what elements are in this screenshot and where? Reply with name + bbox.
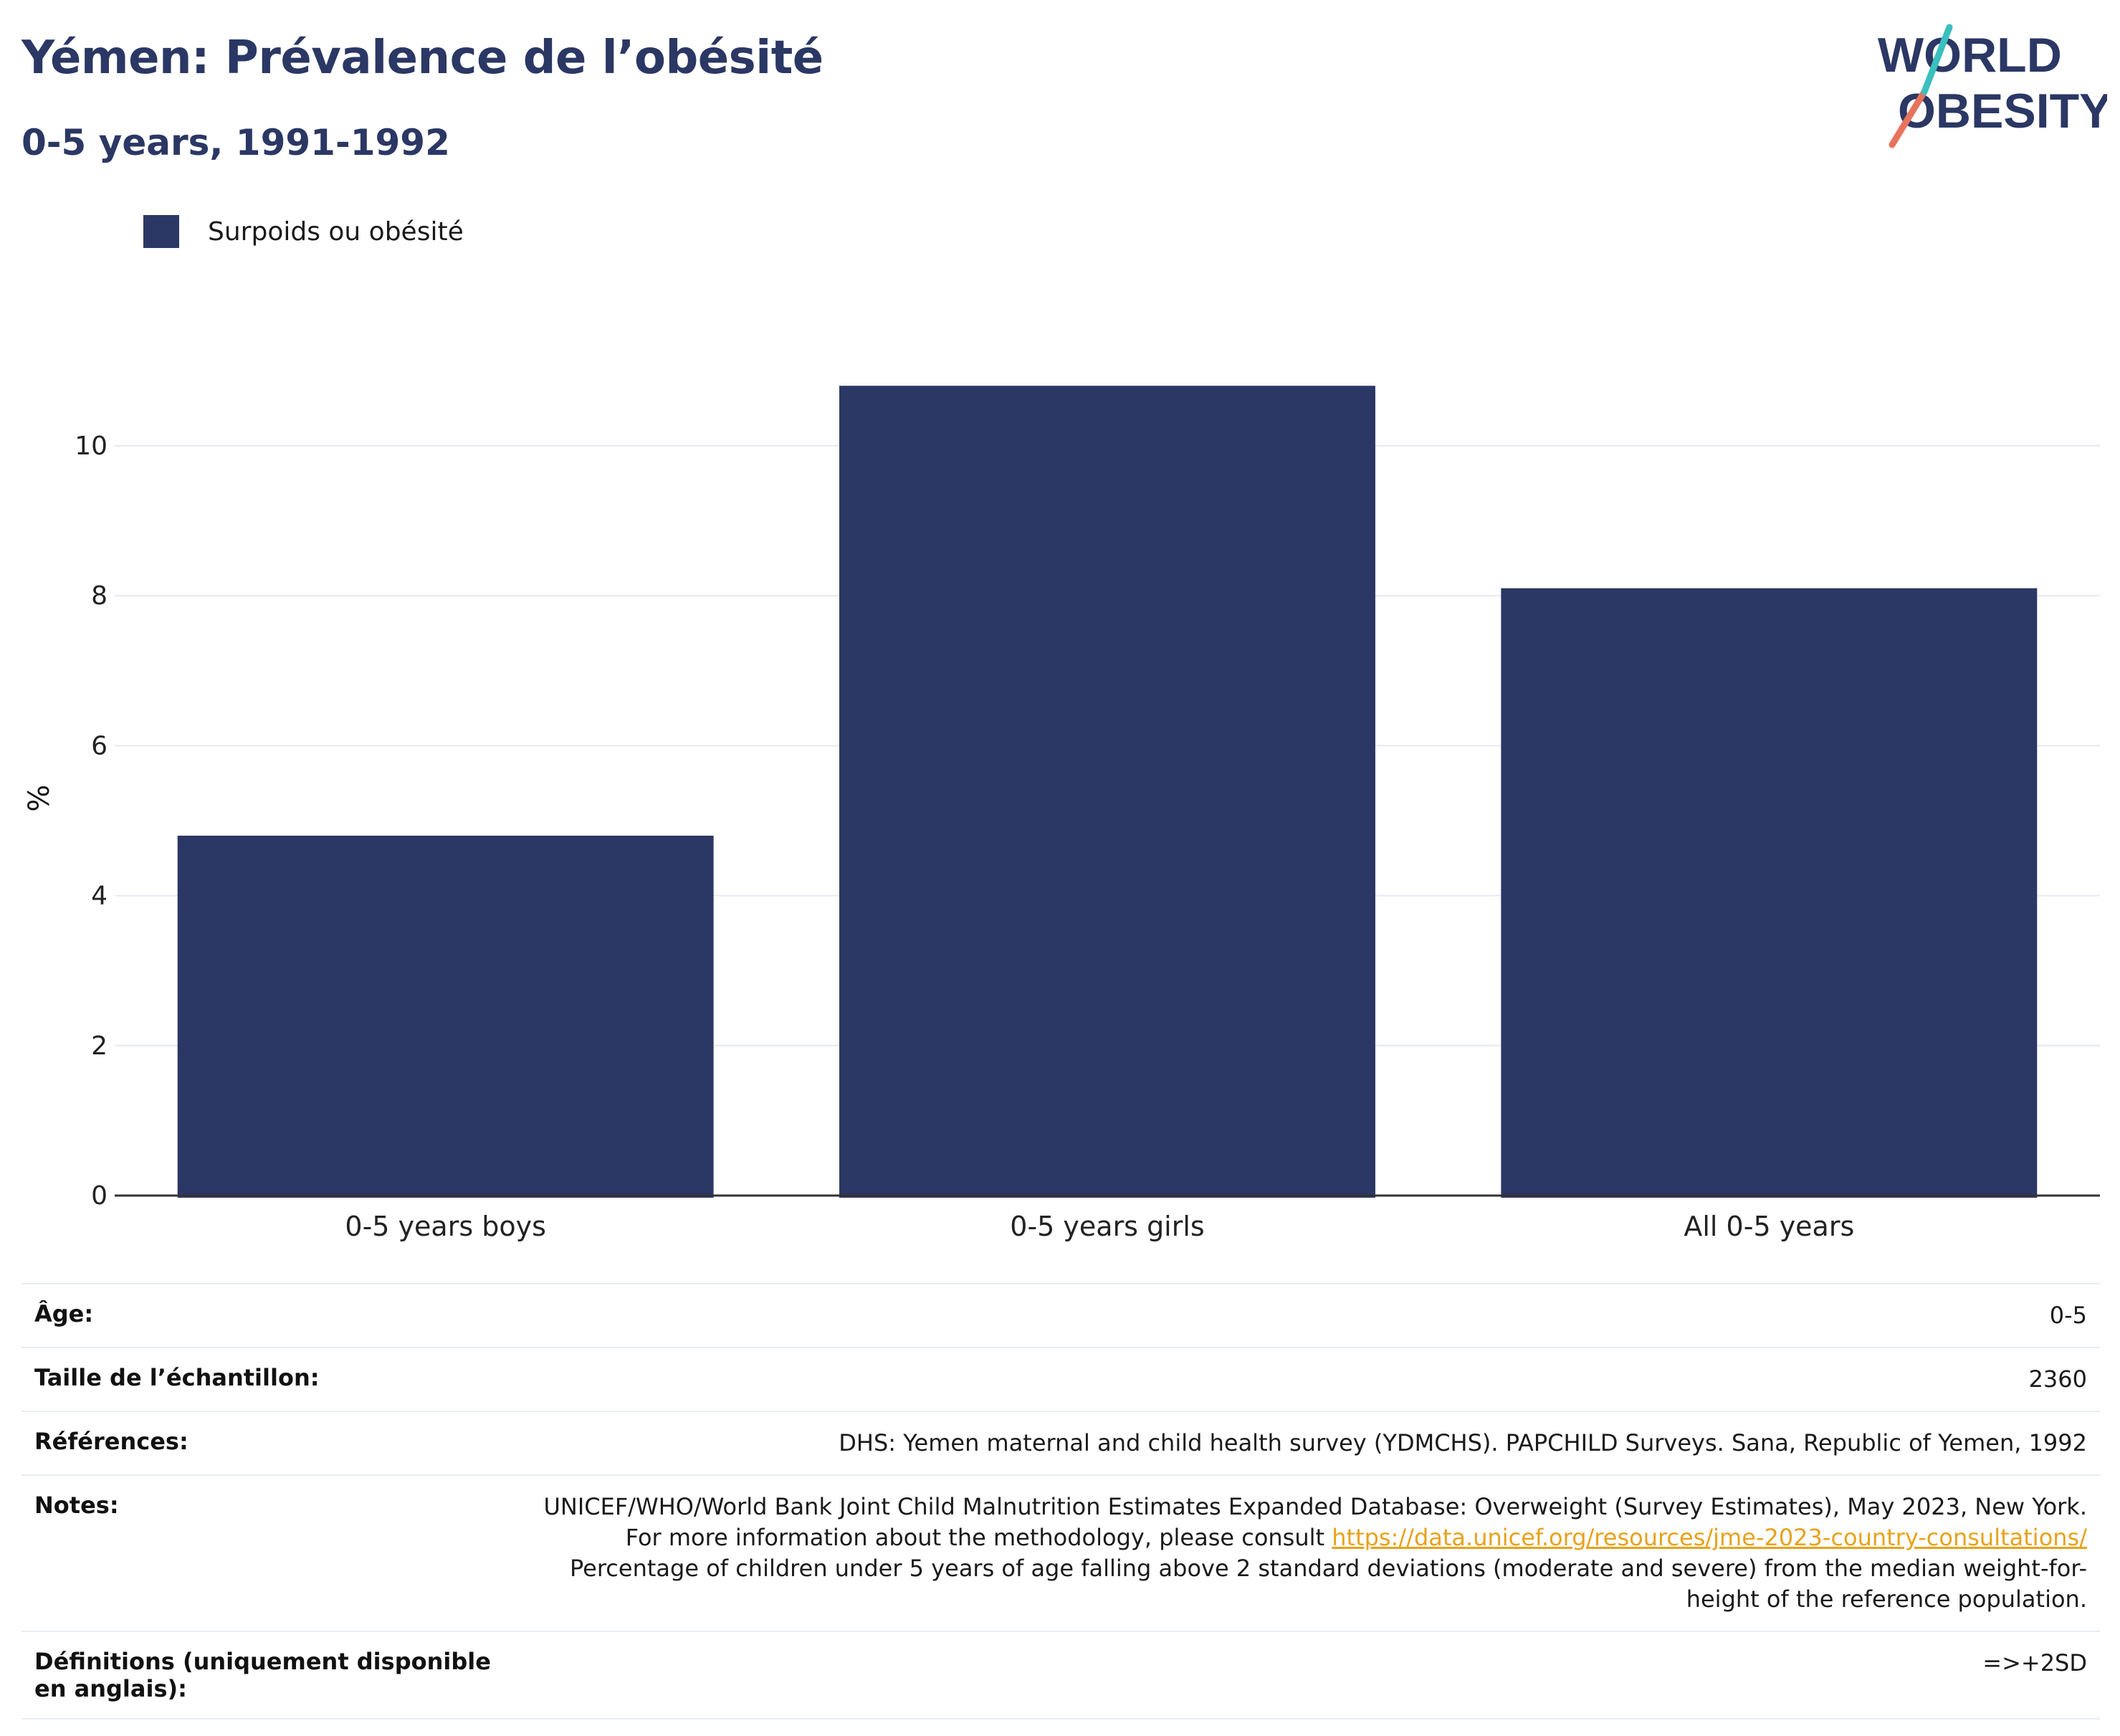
y-axis-label: % — [23, 785, 56, 812]
notes-definition-text: Percentage of children under 5 years of … — [570, 1555, 2087, 1613]
meta-row-references: Références: DHS: Yemen maternal and chil… — [22, 1411, 2100, 1475]
meta-sample-label: Taille de l’échantillon: — [22, 1347, 506, 1411]
metadata-table: Âge: 0-5 Taille de l’échantillon: 2360 R… — [22, 1283, 2100, 1720]
world-obesity-logo: WORLD OBESITY — [1878, 24, 2107, 148]
y-tick-label: 4 — [91, 882, 108, 911]
logo-text-world: WORLD — [1878, 28, 2062, 82]
logo-text-obesity: OBESITY — [1898, 84, 2107, 138]
meta-definitions-label: Définitions (uniquement disponible en an… — [22, 1631, 506, 1720]
logo-slash-lower — [1889, 88, 1928, 148]
bar — [177, 835, 714, 1198]
chart-title: Yémen: Prévalence de l’obésité — [22, 32, 823, 85]
meta-row-definitions: Définitions (uniquement disponible en an… — [22, 1631, 2100, 1720]
legend-label: Surpoids ou obésité — [208, 216, 464, 247]
chart-subtitle: 0-5 years, 1991-1992 — [22, 122, 450, 163]
x-tick-label: 0-5 years boys — [345, 1211, 545, 1242]
y-tick-label: 6 — [91, 731, 108, 760]
y-tick-label: 8 — [91, 581, 108, 611]
bar — [839, 386, 1375, 1198]
meta-definitions-value: =>+2SD — [506, 1631, 2100, 1720]
legend-swatch — [143, 215, 179, 248]
notes-text: UNICEF/WHO/World Bank Joint Child Malnut… — [543, 1493, 2088, 1551]
y-tick-label: 10 — [75, 431, 108, 461]
meta-age-value: 0-5 — [506, 1283, 2100, 1348]
legend[interactable]: Surpoids ou obésité — [143, 215, 464, 248]
meta-references-label: Références: — [22, 1411, 506, 1475]
logo-slash-upper — [1921, 24, 1953, 95]
y-tick-label: 2 — [91, 1031, 108, 1061]
meta-notes-value: UNICEF/WHO/World Bank Joint Child Malnut… — [506, 1474, 2100, 1631]
meta-row-sample: Taille de l’échantillon: 2360 — [22, 1347, 2100, 1411]
bar — [1501, 588, 2038, 1198]
x-tick-label: 0-5 years girls — [1010, 1211, 1204, 1242]
meta-notes-label: Notes: — [22, 1474, 506, 1631]
y-tick-label: 0 — [91, 1181, 108, 1211]
meta-row-age: Âge: 0-5 — [22, 1283, 2100, 1348]
methodology-link[interactable]: https://data.unicef.org/resources/jme-20… — [1332, 1524, 2087, 1551]
meta-age-label: Âge: — [22, 1283, 506, 1348]
meta-row-notes: Notes: UNICEF/WHO/World Bank Joint Child… — [22, 1474, 2100, 1631]
x-tick-label: All 0-5 years — [1684, 1211, 1854, 1242]
meta-sample-value: 2360 — [506, 1347, 2100, 1411]
bar-chart: 0 2 4 6 8 10% 0-5 years boys 0-5 years girls All… — [23, 386, 2100, 1242]
meta-references-value: DHS: Yemen maternal and child health sur… — [506, 1411, 2100, 1475]
